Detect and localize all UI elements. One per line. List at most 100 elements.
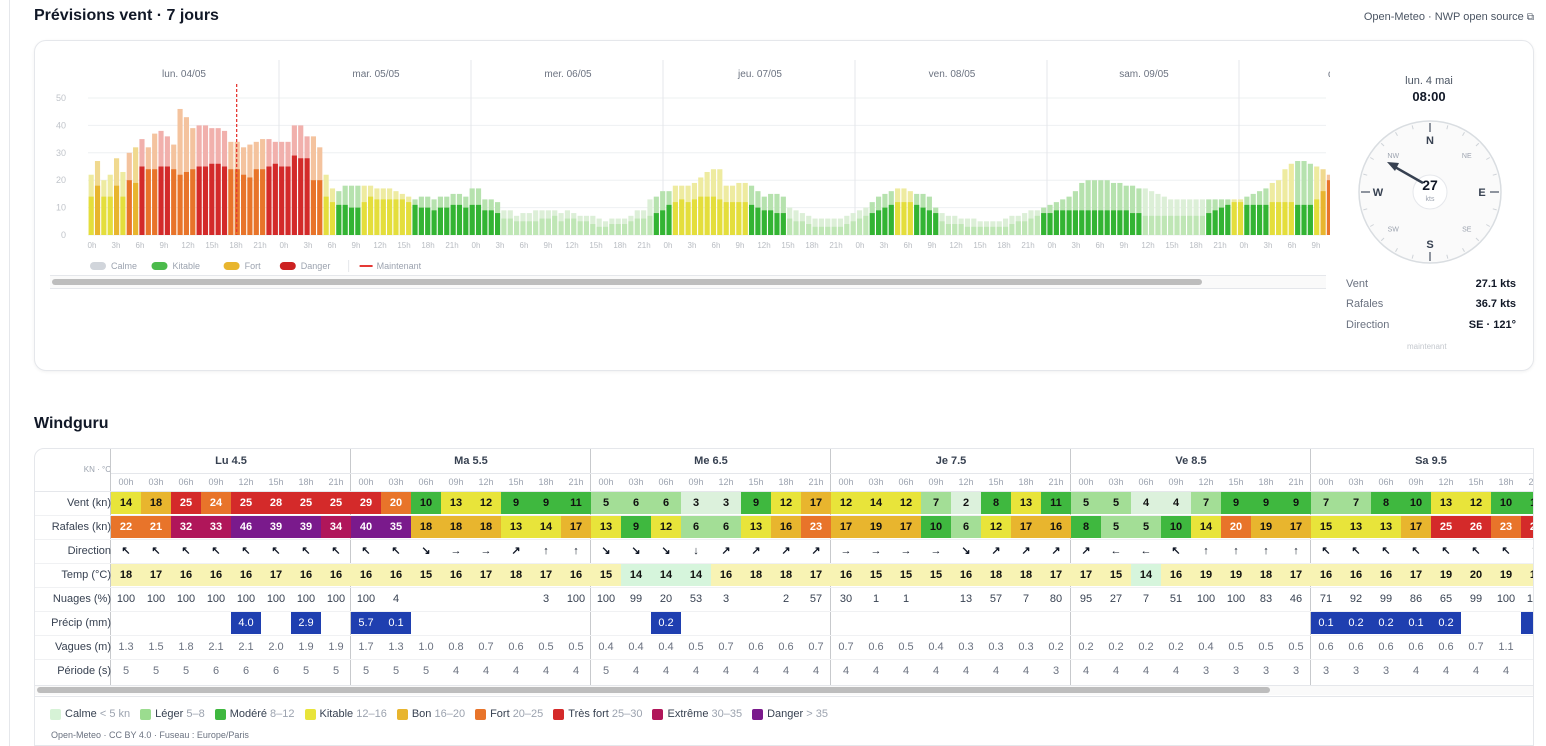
table-cell: ↖ [301,545,311,557]
wind-bar [907,202,913,235]
wind-bar [1212,210,1218,235]
header-rule [35,491,1533,492]
wind-bar [1237,202,1244,235]
table-cell: 18 [141,492,171,514]
legend-label: Fort 20–25 [490,708,544,720]
table-cell: 4 [1442,665,1450,677]
hour-tick-label: 12h [1141,241,1154,250]
table-cell: 18 [441,516,471,538]
hour-header: 12h [238,477,254,487]
source-link[interactable]: Open-Meteo · NWP open source ⧉ [1364,11,1534,23]
legend-label: Modéré 8–12 [229,708,295,720]
table-cell: 0.6 [1318,641,1334,653]
legend-range: < 5 kn [99,708,131,720]
wind-bar [793,221,799,235]
hour-header: 06h [418,477,434,487]
table-row: Vent (kn) 14 18 25 24 25 28 25 25 29 20 10 13 12 9 9 11 5… [35,491,1533,515]
table-cell: ↖ [1441,545,1451,557]
legend-range: 20–25 [512,708,544,720]
wind-stat: Vent 27.1 kts [1346,278,1516,290]
table-cell: 2 [782,593,790,605]
table-cell: 17 [1281,516,1311,538]
table-cell: 0.3 [1018,641,1034,653]
day-header: Sa 9.5 [1415,455,1447,467]
wind-bar [450,204,456,235]
hour-tick-label: 0h [1048,241,1057,250]
hour-header: 09h [1408,477,1424,487]
table-cell [831,612,861,634]
table-cell: 16 [321,564,351,586]
wind-bar [1041,213,1047,235]
table-cell: 5 [591,492,621,514]
wind-bar [1047,213,1053,235]
wind-bar [844,224,850,235]
table-cell: → [480,545,492,557]
row-label: Direction [67,545,111,557]
table-cell: 100 [266,593,286,605]
table-cell: ↖ [181,545,191,557]
table-cell: 13 [1341,516,1371,538]
table-cell: 4.0 [231,612,261,634]
gust-bar [1104,180,1110,235]
wind-bar [856,218,863,235]
table-cell: 40 [351,516,381,538]
table-cell: ↗ [811,545,821,557]
wind-bar [463,207,469,235]
wind-bar [818,226,824,235]
current-panel: lun. 4 mai 08:00 [1340,75,1518,104]
table-cell: 24 [201,492,231,514]
table-cell: 17 [1281,564,1311,586]
wind-bar [507,218,513,235]
wind-bar [323,196,329,235]
table-cell: 11 [1041,492,1071,514]
wind-chart[interactable]: 50 40 30 20 10 0 lun. 04/05 mar. 05/05 mer. 06/0… [50,60,1330,282]
table-cell: 15 [861,564,891,586]
table-cell: 14 [861,492,891,514]
wind-bar [1098,210,1104,235]
table-cell [861,612,891,634]
wind-bar [1174,215,1180,235]
wind-bar [704,196,710,235]
hour-tick-label: 12h [565,241,578,250]
source-label[interactable]: Open-Meteo · NWP open source [1363,11,1524,23]
y-tick-label: 0 [61,230,66,240]
table-cell: 15 [1101,564,1131,586]
windguru-table[interactable]: KN · °C Lu 4.5 00h 03h 06h 09h 12h 15h 18h 21h Ma … [34,448,1534,746]
wind-bar [171,169,177,235]
table-cell: 4 [572,665,580,677]
gust-bar [1307,163,1313,235]
chart-legend-item: Kitable [151,261,200,271]
compass-tick [1369,157,1374,160]
table-cell: 16 [291,564,321,586]
table-cell: 1.3 [388,641,404,653]
hour-tick-label: 3h [304,241,313,250]
table-cell: 26 [1461,516,1491,538]
table-cell: 14 [621,564,651,586]
table-cell: ↖ [1471,545,1481,557]
table-cell: 80 [1049,593,1063,605]
table-cell [921,612,951,634]
windguru-footer: Open-Meteo · CC BY 4.0 · Fuseau : Europe… [51,730,249,740]
table-cell: 4 [452,665,460,677]
hour-tick-label: 12h [949,241,962,250]
wind-bar [876,210,882,235]
hour-header: 09h [1168,477,1184,487]
day-label: ven. 08/05 [929,69,976,80]
wind-bar [526,221,532,235]
table-scrollbar[interactable] [37,687,1270,693]
chart-scrollbar[interactable] [52,279,1202,285]
legend-label: Danger [301,261,331,271]
hour-header: 00h [1078,477,1094,487]
hour-tick-label: 9h [736,241,745,250]
table-cell: 4 [1131,492,1161,514]
table-row: Temp (°C) 18 17 16 16 16 17 16 16 16 16 15 16 17 18 17 1… [35,563,1533,587]
table-cell: 13 [441,492,471,514]
wind-bar [869,213,875,235]
table-cell: 9 [1251,492,1281,514]
table-cell: ↖ [121,545,131,557]
wind-bar [533,221,539,235]
wind-bar [152,169,158,235]
legend-swatch [304,708,316,720]
wind-stat-value: 27.1 kts [1475,278,1516,290]
table-cell: → [870,545,882,557]
